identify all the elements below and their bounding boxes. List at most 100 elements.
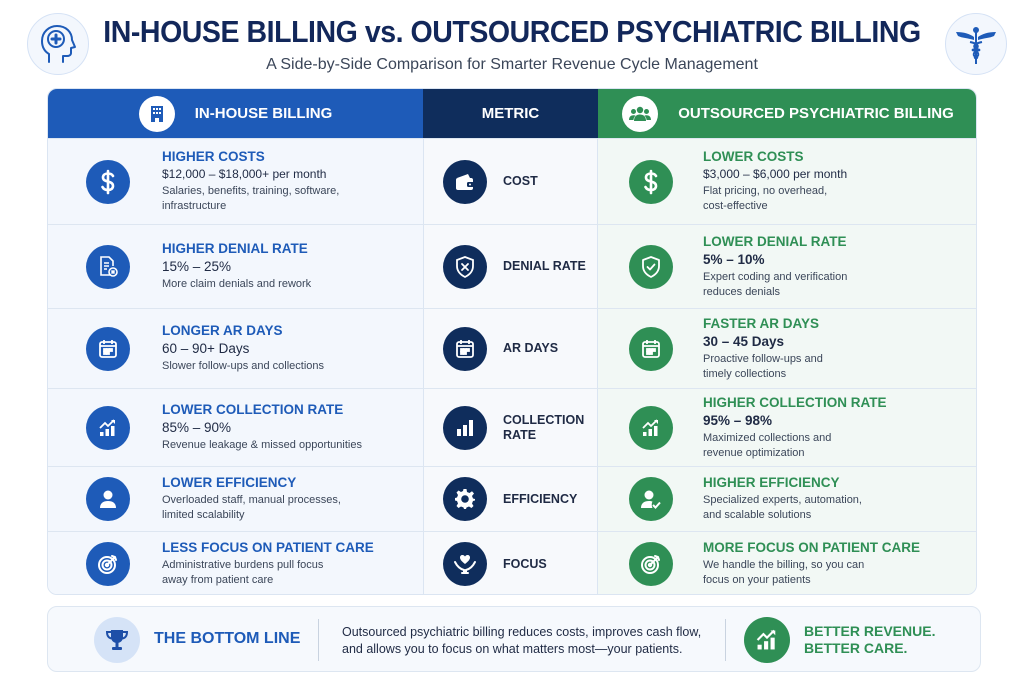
outsourced-heading: LOWER COSTS — [703, 149, 804, 164]
bar-chart-icon — [443, 405, 487, 450]
in-house-heading: LESS FOCUS ON PATIENT CARE — [162, 540, 374, 555]
in-house-value: 85% – 90% — [162, 420, 232, 435]
outsourced-description: Maximized collections and revenue optimi… — [703, 431, 832, 459]
outsourced-heading: FASTER AR DAYS — [703, 315, 820, 331]
outsourced-cell: HIGHER COLLECTION RATE 95% – 98% Maximiz… — [598, 389, 976, 466]
shield-check-icon — [629, 244, 673, 289]
calendar-icon — [629, 326, 673, 371]
caduceus-logo — [945, 13, 1007, 75]
caduceus-icon — [956, 27, 996, 64]
shield-x-icon — [443, 244, 487, 289]
in-house-heading: LOWER COLLECTION RATE — [162, 402, 344, 417]
in-house-cell: LONGER AR DAYS 60 – 90+ Days Slower foll… — [48, 309, 423, 388]
in-house-value: 15% – 25% — [162, 259, 232, 274]
in-house-heading: LOWER EFFICIENCY — [162, 475, 297, 490]
outsourced-description: Specialized experts, automation, and sca… — [703, 494, 862, 521]
growth-chart-icon — [629, 405, 673, 450]
metric-cell: FOCUS — [423, 532, 598, 594]
building-icon — [138, 95, 175, 132]
tagline-line-1: BETTER REVENUE. — [804, 623, 936, 639]
in-house-heading: HIGHER COSTS — [162, 149, 265, 164]
metric-label: FOCUS — [503, 556, 547, 571]
outsourced-description: We handle the billing, so you can focus … — [703, 559, 865, 586]
target-icon — [86, 542, 130, 586]
wallet-icon — [443, 159, 487, 204]
metric-label: COST — [503, 174, 538, 188]
user-icon — [86, 477, 130, 521]
metric-cell: DENIAL RATE — [423, 225, 598, 308]
outsourced-value: 5% – 10% — [703, 251, 765, 267]
table-row-ar-days: LONGER AR DAYS 60 – 90+ Days Slower foll… — [48, 308, 976, 388]
outsourced-cell: HIGHER EFFICIENCY Specialized experts, a… — [598, 467, 976, 531]
outsourced-heading: MORE FOCUS ON PATIENT CARE — [703, 540, 921, 555]
table-row-collection-rate: LOWER COLLECTION RATE 85% – 90% Revenue … — [48, 388, 976, 466]
comparison-table: IN-HOUSE BILLING METRIC OUTSOURCED PSYCH… — [47, 88, 977, 595]
table-row-efficiency: LOWER EFFICIENCY Overloaded staff, manua… — [48, 466, 976, 531]
dollar-icon — [629, 159, 673, 204]
outsourced-heading: HIGHER EFFICIENCY — [703, 475, 840, 490]
outsourced-description: Flat pricing, no overhead, cost-effectiv… — [703, 185, 828, 212]
in-house-description: Overloaded staff, manual processes, limi… — [162, 494, 341, 521]
outsourced-header-label: OUTSOURCED PSYCHIATRIC BILLING — [678, 105, 954, 122]
tagline: BETTER REVENUE. BETTER CARE. — [804, 623, 935, 657]
bottom-line-banner: THE BOTTOM LINE Outsourced psychiatric b… — [47, 606, 981, 672]
team-icon — [622, 95, 659, 132]
in-house-cell: LESS FOCUS ON PATIENT CARE Administrativ… — [48, 532, 423, 594]
tagline-line-2: BETTER CARE. — [804, 640, 908, 656]
in-house-description: More claim denials and rework — [162, 278, 312, 290]
table-row-cost: HIGHER COSTS $12,000 – $18,000+ per mont… — [48, 138, 976, 224]
metric-label: COLLECTION RATE — [503, 412, 585, 442]
metric-cell: AR DAYS — [423, 309, 598, 388]
divider — [318, 619, 319, 661]
in-house-value: $12,000 – $18,000+ per month — [162, 167, 327, 181]
metric-cell: COST — [423, 139, 598, 224]
heart-hands-icon — [443, 542, 487, 586]
table-row-focus: LESS FOCUS ON PATIENT CARE Administrativ… — [48, 531, 976, 594]
bottom-line-title: THE BOTTOM LINE — [154, 630, 301, 647]
in-house-header-label: IN-HOUSE BILLING — [194, 105, 333, 122]
metric-header: METRIC — [423, 89, 598, 138]
in-house-cell: LOWER EFFICIENCY Overloaded staff, manua… — [48, 467, 423, 531]
outsourced-description: Proactive follow-ups and timely collecti… — [703, 352, 823, 380]
in-house-cell: HIGHER DENIAL RATE 15% – 25% More claim … — [48, 225, 423, 308]
calendar-icon — [443, 326, 487, 371]
calendar-icon — [86, 326, 130, 371]
outsourced-cell: MORE FOCUS ON PATIENT CARE We handle the… — [598, 532, 976, 594]
gear-icon — [443, 477, 487, 521]
in-house-heading: LONGER AR DAYS — [162, 323, 283, 338]
document-x-icon — [86, 244, 130, 289]
outsourced-cell: FASTER AR DAYS 30 – 45 Days Proactive fo… — [598, 309, 976, 388]
outsourced-cell: LOWER COSTS $3,000 – $6,000 per month Fl… — [598, 139, 976, 224]
target-icon — [629, 542, 673, 586]
metric-label: EFFICIENCY — [503, 491, 578, 506]
in-house-header: IN-HOUSE BILLING — [48, 89, 423, 138]
outsourced-heading: LOWER DENIAL RATE — [703, 233, 847, 249]
outsourced-header: OUTSOURCED PSYCHIATRIC BILLING — [598, 89, 976, 138]
trophy-icon — [94, 617, 140, 663]
page-subtitle: A Side-by-Side Comparison for Smarter Re… — [266, 56, 758, 73]
in-house-cell: LOWER COLLECTION RATE 85% – 90% Revenue … — [48, 389, 423, 466]
divider — [725, 619, 726, 661]
outsourced-value: $3,000 – $6,000 per month — [703, 167, 848, 181]
user-check-icon — [629, 477, 673, 521]
metric-cell: EFFICIENCY — [423, 467, 598, 531]
outsourced-description: Expert coding and verification reduces d… — [703, 270, 848, 298]
in-house-heading: HIGHER DENIAL RATE — [162, 241, 308, 256]
in-house-description: Slower follow-ups and collections — [162, 360, 325, 372]
brain-head-logo — [27, 13, 89, 75]
in-house-cell: HIGHER COSTS $12,000 – $18,000+ per mont… — [48, 139, 423, 224]
outsourced-value: 30 – 45 Days — [703, 333, 785, 349]
dollar-icon — [86, 159, 130, 204]
metric-label: AR DAYS — [503, 341, 559, 355]
metric-label: DENIAL RATE — [503, 259, 586, 273]
brain-head-icon — [41, 25, 76, 63]
outsourced-value: 95% – 98% — [703, 412, 773, 428]
growth-chart-icon — [86, 405, 130, 450]
in-house-value: 60 – 90+ Days — [162, 341, 250, 356]
in-house-description: Revenue leakage & missed opportunities — [162, 439, 362, 451]
page-title: IN-HOUSE BILLING vs. OUTSOURCED PSYCHIAT… — [103, 14, 921, 49]
in-house-description: Administrative burdens pull focus away f… — [162, 559, 324, 586]
outsourced-cell: LOWER DENIAL RATE 5% – 10% Expert coding… — [598, 225, 976, 308]
growth-chart-icon — [744, 617, 790, 663]
in-house-description: Salaries, benefits, training, software, … — [162, 185, 340, 212]
